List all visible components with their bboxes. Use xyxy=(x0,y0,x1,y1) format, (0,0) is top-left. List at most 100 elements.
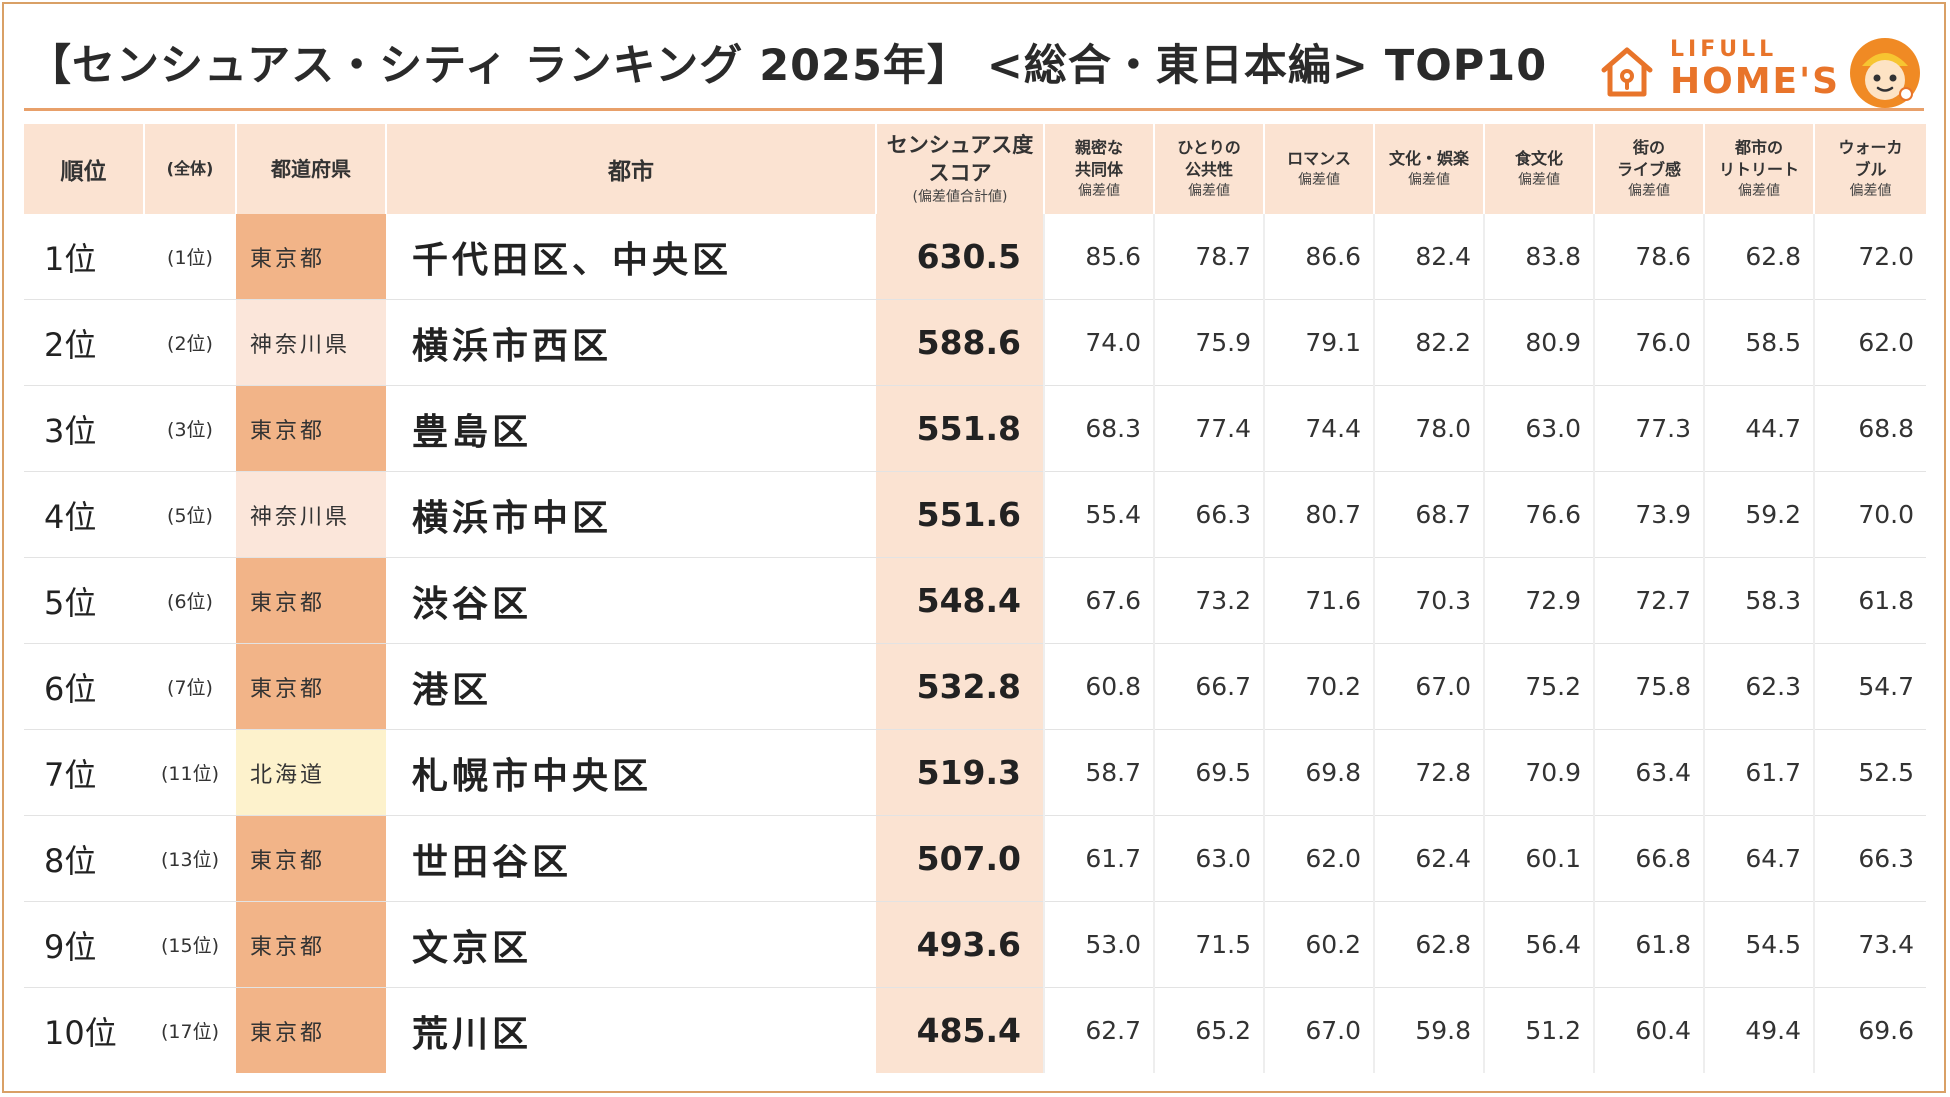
header-score: センシュアス度 スコア (偏差値合計値) xyxy=(876,124,1045,214)
metric-cell: 60.1 xyxy=(1483,815,1594,902)
metric-cell: 72.8 xyxy=(1373,729,1484,816)
rank-cell: 2位 xyxy=(24,299,144,386)
score-cell: 548.4 xyxy=(876,557,1044,644)
metric-cell: 59.2 xyxy=(1703,471,1814,558)
metric-cell: 69.5 xyxy=(1153,729,1264,816)
metric-cell: 49.4 xyxy=(1703,987,1814,1073)
score-cell: 551.6 xyxy=(876,471,1044,558)
metric-cell: 60.8 xyxy=(1043,643,1154,730)
overall-rank-cell: (6位) xyxy=(144,557,236,644)
metric-cell: 73.9 xyxy=(1593,471,1704,558)
header-food-culture: 食文化 偏差値 xyxy=(1484,124,1595,214)
metric-cell: 73.4 xyxy=(1813,901,1926,988)
metric-cell: 79.1 xyxy=(1263,299,1374,386)
metric-cell: 64.7 xyxy=(1703,815,1814,902)
metric-cell: 63.4 xyxy=(1593,729,1704,816)
metric-cell: 66.3 xyxy=(1153,471,1264,558)
metric-cell: 67.0 xyxy=(1373,643,1484,730)
prefecture-cell: 東京都 xyxy=(236,901,386,988)
header-urban-retreat: 都市の リトリート 偏差値 xyxy=(1704,124,1815,214)
prefecture-cell: 東京都 xyxy=(236,385,386,472)
city-cell: 世田谷区 xyxy=(386,815,876,902)
logo-text-top: LIFULL xyxy=(1670,37,1778,62)
metric-cell: 61.7 xyxy=(1703,729,1814,816)
rank-cell: 3位 xyxy=(24,385,144,472)
metric-cell: 71.6 xyxy=(1263,557,1374,644)
metric-cell: 54.7 xyxy=(1813,643,1926,730)
prefecture-cell: 東京都 xyxy=(236,987,386,1073)
page-title: 【センシュアス・シティ ランキング 2025年】 <総合・東日本編> TOP10 xyxy=(28,41,1548,91)
header-live-feel: 街の ライブ感 偏差値 xyxy=(1594,124,1705,214)
overall-rank-cell: (13位) xyxy=(144,815,236,902)
table-row: 7位 (11位) 北海道 札幌市中央区 519.3 58.7 69.5 69.8 72.8 70.… xyxy=(24,729,1926,816)
metric-cell: 62.0 xyxy=(1263,815,1374,902)
score-cell: 588.6 xyxy=(876,299,1044,386)
metric-cell: 82.4 xyxy=(1373,214,1484,300)
metric-cell: 69.8 xyxy=(1263,729,1374,816)
metric-cell: 78.0 xyxy=(1373,385,1484,472)
metric-cell: 78.6 xyxy=(1593,214,1704,300)
table-row: 9位 (15位) 東京都 文京区 493.6 53.0 71.5 60.2 62.8 56.4 61… xyxy=(24,901,1926,988)
metric-cell: 62.7 xyxy=(1043,987,1154,1073)
score-cell: 630.5 xyxy=(876,214,1044,300)
score-cell: 551.8 xyxy=(876,385,1044,472)
mascot-icon xyxy=(1850,38,1920,108)
metric-cell: 71.5 xyxy=(1153,901,1264,988)
city-cell: 札幌市中央区 xyxy=(386,729,876,816)
metric-cell: 54.5 xyxy=(1703,901,1814,988)
city-cell: 豊島区 xyxy=(386,385,876,472)
metric-cell: 73.2 xyxy=(1153,557,1264,644)
table-row: 6位 (7位) 東京都 港区 532.8 60.8 66.7 70.2 67.0 75.2 75.8… xyxy=(24,643,1926,730)
metric-cell: 76.6 xyxy=(1483,471,1594,558)
metric-cell: 66.7 xyxy=(1153,643,1264,730)
rank-cell: 9位 xyxy=(24,901,144,988)
city-cell: 港区 xyxy=(386,643,876,730)
metric-cell: 68.8 xyxy=(1813,385,1926,472)
ranking-table: 順位 (全体) 都道府県 都市 センシュアス度 スコア (偏差値合計値) 親密な… xyxy=(24,124,1926,1073)
metric-cell: 72.9 xyxy=(1483,557,1594,644)
score-cell: 507.0 xyxy=(876,815,1044,902)
table-row: 4位 (5位) 神奈川県 横浜市中区 551.6 55.4 66.3 80.7 68.7 76.6… xyxy=(24,471,1926,558)
metric-cell: 68.7 xyxy=(1373,471,1484,558)
metric-cell: 75.9 xyxy=(1153,299,1264,386)
overall-rank-cell: (17位) xyxy=(160,1021,219,1043)
table-row: 2位 (2位) 神奈川県 横浜市西区 588.6 74.0 75.9 79.1 82.2 80.9… xyxy=(24,299,1926,386)
metric-cell: 66.8 xyxy=(1593,815,1704,902)
metric-cell: 61.7 xyxy=(1043,815,1154,902)
metric-cell: 83.8 xyxy=(1483,214,1594,300)
metric-cell: 70.3 xyxy=(1373,557,1484,644)
prefecture-cell: 東京都 xyxy=(236,557,386,644)
rank-cell: 7位 xyxy=(24,729,144,816)
title-divider xyxy=(24,108,1924,111)
metric-cell: 80.7 xyxy=(1263,471,1374,558)
city-cell: 千代田区、中央区 xyxy=(386,214,876,300)
header-romance: ロマンス 偏差値 xyxy=(1264,124,1375,214)
table-row: 8位 (13位) 東京都 世田谷区 507.0 61.7 63.0 62.0 62.4 60.1 6… xyxy=(24,815,1926,902)
metric-cell: 56.4 xyxy=(1483,901,1594,988)
header-prefecture: 都道府県 xyxy=(236,124,387,214)
metric-cell: 60.4 xyxy=(1593,987,1704,1073)
overall-rank-cell: (3位) xyxy=(144,385,236,472)
metric-cell: 65.2 xyxy=(1153,987,1264,1073)
header-score-line1: センシュアス度 xyxy=(886,133,1034,157)
overall-rank-cell: (1位) xyxy=(144,214,236,300)
overall-rank-cell: (5位) xyxy=(144,471,236,558)
metric-cell: 67.6 xyxy=(1043,557,1154,644)
header-overall: (全体) xyxy=(144,124,237,214)
metric-cell: 82.2 xyxy=(1373,299,1484,386)
header-walkable: ウォーカ ブル 偏差値 xyxy=(1814,124,1926,214)
rank-cell: 5位 xyxy=(24,557,144,644)
overall-rank-cell: (7位) xyxy=(144,643,236,730)
metric-cell: 74.4 xyxy=(1263,385,1374,472)
metric-cell: 75.8 xyxy=(1593,643,1704,730)
rank-cell: 6位 xyxy=(24,643,144,730)
score-cell: 519.3 xyxy=(876,729,1044,816)
score-cell: 493.6 xyxy=(876,901,1044,988)
table-header-row: 順位 (全体) 都道府県 都市 センシュアス度 スコア (偏差値合計値) 親密な… xyxy=(24,124,1926,214)
table-row: 10位 (17位) 東京都 荒川区 485.4 62.7 65.2 67.0 59.8 51.2 6… xyxy=(24,987,1926,1073)
overall-rank-cell: (11位) xyxy=(144,729,236,816)
overall-rank-cell: (15位) xyxy=(144,901,236,988)
metric-cell: 67.0 xyxy=(1263,987,1374,1073)
prefecture-cell: 北海道 xyxy=(236,729,386,816)
metric-cell: 62.0 xyxy=(1813,299,1926,386)
